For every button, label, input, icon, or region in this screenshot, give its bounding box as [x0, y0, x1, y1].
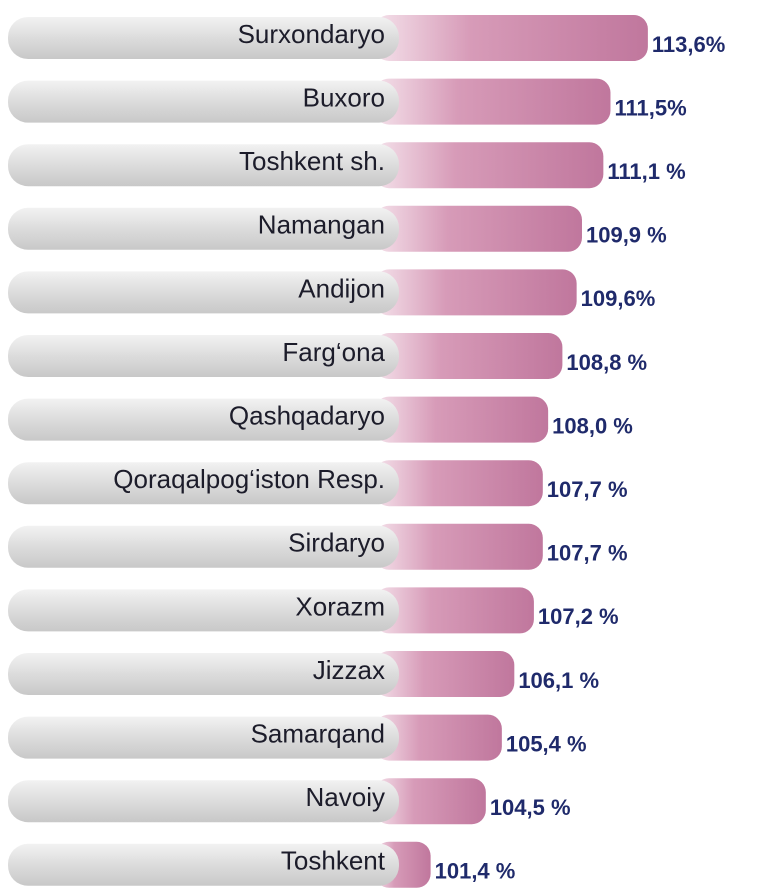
bar — [375, 269, 577, 316]
label-pill — [8, 462, 399, 505]
bar — [375, 15, 648, 61]
label-pill — [8, 525, 399, 568]
category-label: Qoraqalpog‘iston Resp. — [113, 464, 385, 494]
bar — [375, 523, 543, 570]
label-pill — [8, 80, 399, 123]
value-label: 109,6% — [581, 286, 656, 311]
label-pill — [8, 271, 399, 314]
bar — [375, 142, 604, 189]
category-label: Sirdaryo — [288, 528, 385, 558]
label-pill — [8, 716, 399, 759]
bar — [375, 205, 582, 252]
value-label: 109,9 % — [586, 223, 667, 248]
label-pill — [8, 398, 399, 441]
category-label: Jizzax — [313, 655, 385, 685]
label-pill — [8, 780, 399, 823]
category-label: Buxoro — [303, 82, 385, 112]
category-label: Toshkent — [281, 846, 386, 876]
bar — [375, 714, 502, 761]
bar — [375, 78, 611, 125]
value-label: 108,0 % — [552, 413, 633, 438]
value-label: 113,6% — [652, 32, 725, 57]
bar — [375, 333, 563, 379]
label-pill — [8, 207, 399, 250]
value-label: 107,7 % — [547, 541, 628, 566]
label-pill — [8, 17, 399, 59]
label-pill — [8, 589, 399, 632]
value-label: 104,5 % — [490, 795, 571, 820]
label-pill — [8, 335, 399, 377]
label-pill — [8, 843, 399, 886]
category-label: Farg‘ona — [282, 337, 385, 367]
category-label: Samarqand — [251, 718, 385, 748]
bar — [375, 396, 549, 443]
category-label: Andijon — [298, 273, 385, 303]
value-label: 101,4 % — [435, 859, 516, 884]
value-label: 108,8 % — [566, 350, 647, 375]
value-label: 107,7 % — [547, 477, 628, 502]
bar — [375, 587, 534, 634]
category-label: Xorazm — [295, 591, 385, 621]
category-label: Navoiy — [306, 782, 385, 812]
category-label: Namangan — [258, 210, 385, 240]
category-label: Toshkent sh. — [239, 146, 385, 176]
label-pill — [8, 144, 399, 187]
bar — [375, 460, 543, 507]
value-label: 106,1 % — [518, 668, 599, 693]
value-label: 105,4 % — [506, 731, 587, 756]
category-label: Surxondaryo — [238, 19, 385, 49]
value-label: 107,2 % — [538, 604, 619, 629]
value-label: 111,5% — [614, 95, 686, 120]
category-label: Qashqadaryo — [229, 400, 385, 430]
label-pill — [8, 653, 399, 695]
value-label: 111,1 % — [607, 159, 685, 184]
bar — [375, 778, 486, 825]
bar — [375, 651, 515, 697]
